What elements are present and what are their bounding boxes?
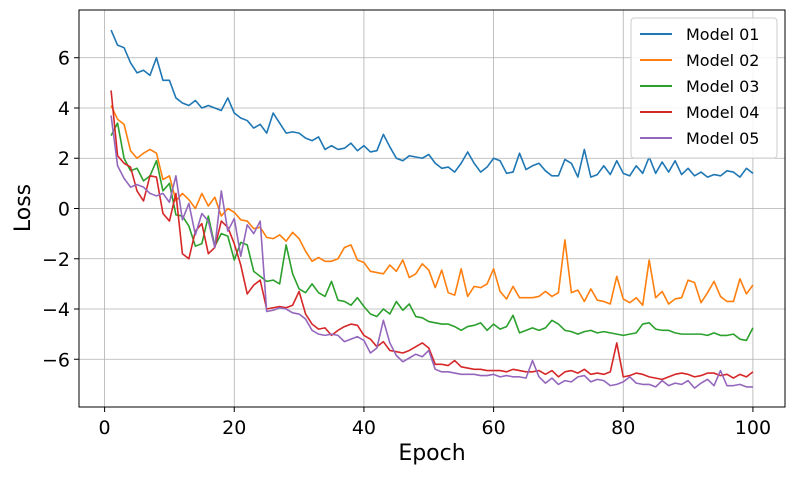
- y-tick-label: −6: [42, 349, 70, 371]
- y-tick-label: −2: [42, 249, 70, 271]
- legend-box: [630, 17, 778, 159]
- x-tick-label: 0: [99, 417, 111, 439]
- x-axis-ticks: 0 20 40 60 80 100: [99, 407, 771, 439]
- series-line-model-04: [110, 90, 754, 381]
- x-tick-label: 20: [222, 417, 246, 439]
- legend-label-model-05: Model 05: [686, 129, 759, 148]
- series-line-model-02: [110, 105, 754, 307]
- legend-label-model-03: Model 03: [686, 77, 759, 96]
- x-tick-label: 100: [735, 417, 771, 439]
- legend-label-model-01: Model 01: [686, 25, 759, 44]
- series-line-model-03: [110, 122, 754, 342]
- series-line-model-01: [110, 29, 754, 178]
- y-tick-label: −4: [42, 299, 70, 321]
- y-tick-label: 4: [58, 98, 70, 120]
- y-tick-label: 2: [58, 148, 70, 170]
- x-axis-label: Epoch: [398, 441, 465, 466]
- legend-label-model-04: Model 04: [686, 103, 759, 122]
- y-tick-label: 0: [58, 199, 70, 221]
- series-lines: [110, 29, 754, 389]
- x-tick-label: 60: [481, 417, 505, 439]
- y-axis-ticks: −6 −4 −2 0 2 4 6: [42, 48, 79, 371]
- y-axis-label: Loss: [11, 184, 36, 232]
- x-tick-label: 80: [611, 417, 635, 439]
- x-tick-label: 40: [352, 417, 376, 439]
- legend: Model 01 Model 02 Model 03 Model 04 Model 05: [630, 17, 778, 159]
- series-line-model-05: [110, 115, 753, 389]
- y-tick-label: 6: [58, 48, 70, 70]
- legend-label-model-02: Model 02: [686, 51, 759, 70]
